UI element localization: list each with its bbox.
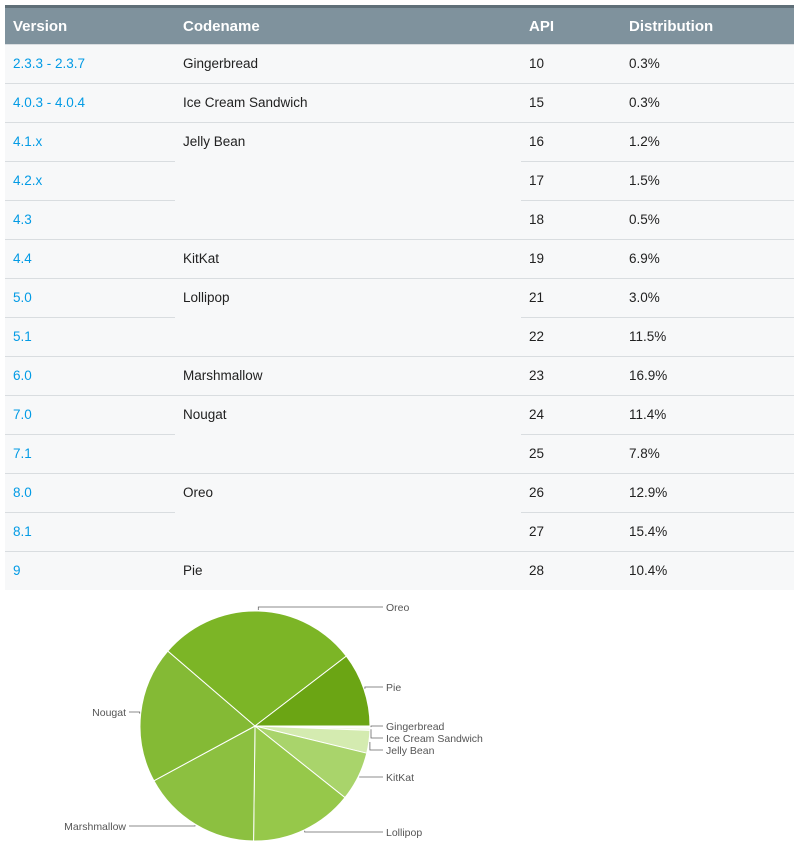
version-link[interactable]: 5.0 <box>5 278 175 318</box>
distribution-cell: 7.8% <box>621 434 794 474</box>
table-header-row: Version Codename API Distribution <box>5 5 794 45</box>
pie-leader-line <box>257 606 383 610</box>
table-row: 7.0 Nougat 24 11.4% <box>5 395 794 474</box>
api-cell: 21 <box>521 278 621 318</box>
version-link[interactable]: 2.3.3 - 2.3.7 <box>5 44 175 84</box>
api-cell: 23 <box>521 356 621 396</box>
pie-leader-line <box>364 686 383 689</box>
pie-leader-line <box>304 830 383 833</box>
pie-slice-marshmallow <box>153 725 256 842</box>
distribution-cell: 11.4% <box>621 395 794 435</box>
codename-cell: Ice Cream Sandwich <box>175 83 521 123</box>
version-link[interactable]: 4.0.3 - 4.0.4 <box>5 83 175 123</box>
table-row: 4.3 18 0.5% <box>5 200 794 240</box>
distribution-cell: 3.0% <box>621 278 794 318</box>
column-header-version: Version <box>5 5 175 45</box>
distribution-cell: 0.3% <box>621 83 794 123</box>
distribution-cell: 0.3% <box>621 44 794 84</box>
pie-leader-line <box>370 729 383 739</box>
version-link[interactable]: 5.1 <box>5 317 175 357</box>
distribution-cell: 12.9% <box>621 473 794 513</box>
api-cell: 25 <box>521 434 621 474</box>
pie-leader-line <box>370 725 383 728</box>
api-cell: 22 <box>521 317 621 357</box>
api-cell: 27 <box>521 512 621 552</box>
codename-cell: Gingerbread <box>175 44 521 84</box>
table-row: 9 Pie 28 10.4% <box>5 551 794 590</box>
distribution-cell: 11.5% <box>621 317 794 357</box>
api-cell: 17 <box>521 161 621 201</box>
pie-label-oreo: Oreo <box>386 602 410 614</box>
table-row: 5.0 Lollipop 21 3.0% <box>5 278 794 357</box>
distribution-cell: 0.5% <box>621 200 794 240</box>
version-link[interactable]: 7.0 <box>5 395 175 435</box>
pie-label-pie: Pie <box>386 682 401 694</box>
codename-cell: Jelly Bean <box>175 122 521 240</box>
pie-slice-nougat <box>139 650 256 782</box>
distribution-cell: 1.2% <box>621 122 794 162</box>
api-cell: 16 <box>521 122 621 162</box>
version-link[interactable]: 4.4 <box>5 239 175 279</box>
api-cell: 24 <box>521 395 621 435</box>
pie-label-gingerbread: Gingerbread <box>386 721 445 733</box>
pie-label-marshmallow: Marshmallow <box>64 821 126 833</box>
column-header-api: API <box>521 5 621 45</box>
column-header-codename: Codename <box>175 5 521 45</box>
pie-label-jelly-bean: Jelly Bean <box>386 745 435 757</box>
distribution-cell: 16.9% <box>621 356 794 396</box>
table-row: 7.1 25 7.8% <box>5 434 794 474</box>
table-row: 6.0 Marshmallow 23 16.9% <box>5 356 794 396</box>
table-row: 8.0 Oreo 26 12.9% <box>5 473 794 552</box>
pie-leader-line <box>129 711 141 714</box>
table-row: 4.4 KitKat 19 6.9% <box>5 239 794 279</box>
pie-label-ice-cream-sandwich: Ice Cream Sandwich <box>386 733 483 745</box>
pie-slice-lollipop <box>253 724 346 842</box>
version-link[interactable]: 8.1 <box>5 512 175 552</box>
pie-label-lollipop: Lollipop <box>386 827 422 839</box>
codename-cell: Nougat <box>175 395 521 474</box>
pie-slice-oreo <box>167 610 348 727</box>
api-cell: 19 <box>521 239 621 279</box>
codename-cell: Oreo <box>175 473 521 552</box>
table-row: 2.3.3 - 2.3.7 Gingerbread 10 0.3% <box>5 44 794 84</box>
codename-cell: Lollipop <box>175 278 521 357</box>
pie-leader-line <box>129 825 196 827</box>
version-link[interactable]: 4.3 <box>5 200 175 240</box>
version-link[interactable]: 9 <box>5 551 175 590</box>
pie-label-nougat: Nougat <box>92 707 126 719</box>
api-cell: 28 <box>521 551 621 590</box>
distribution-cell: 10.4% <box>621 551 794 590</box>
distribution-cell: 15.4% <box>621 512 794 552</box>
api-cell: 10 <box>521 44 621 84</box>
api-cell: 26 <box>521 473 621 513</box>
version-link[interactable]: 8.0 <box>5 473 175 513</box>
table-row: 5.1 22 11.5% <box>5 317 794 357</box>
distribution-table: Version Codename API Distribution 2.3.3 … <box>5 5 794 590</box>
version-link[interactable]: 7.1 <box>5 434 175 474</box>
codename-cell: KitKat <box>175 239 521 279</box>
pie-slice-pie <box>253 655 371 727</box>
api-cell: 15 <box>521 83 621 123</box>
pie-leader-line <box>369 742 383 751</box>
table-row: 4.1.x Jelly Bean 16 1.2% <box>5 122 794 240</box>
column-header-distribution: Distribution <box>621 5 794 45</box>
distribution-cell: 6.9% <box>621 239 794 279</box>
table-row: 8.1 27 15.4% <box>5 512 794 552</box>
api-cell: 18 <box>521 200 621 240</box>
codename-cell: Pie <box>175 551 521 590</box>
pie-label-kitkat: KitKat <box>386 772 414 784</box>
table-row: 4.2.x 17 1.5% <box>5 161 794 201</box>
version-link[interactable]: 4.1.x <box>5 122 175 162</box>
version-link[interactable]: 4.2.x <box>5 161 175 201</box>
codename-cell: Marshmallow <box>175 356 521 396</box>
distribution-cell: 1.5% <box>621 161 794 201</box>
version-link[interactable]: 6.0 <box>5 356 175 396</box>
table-row: 4.0.3 - 4.0.4 Ice Cream Sandwich 15 0.3% <box>5 83 794 123</box>
